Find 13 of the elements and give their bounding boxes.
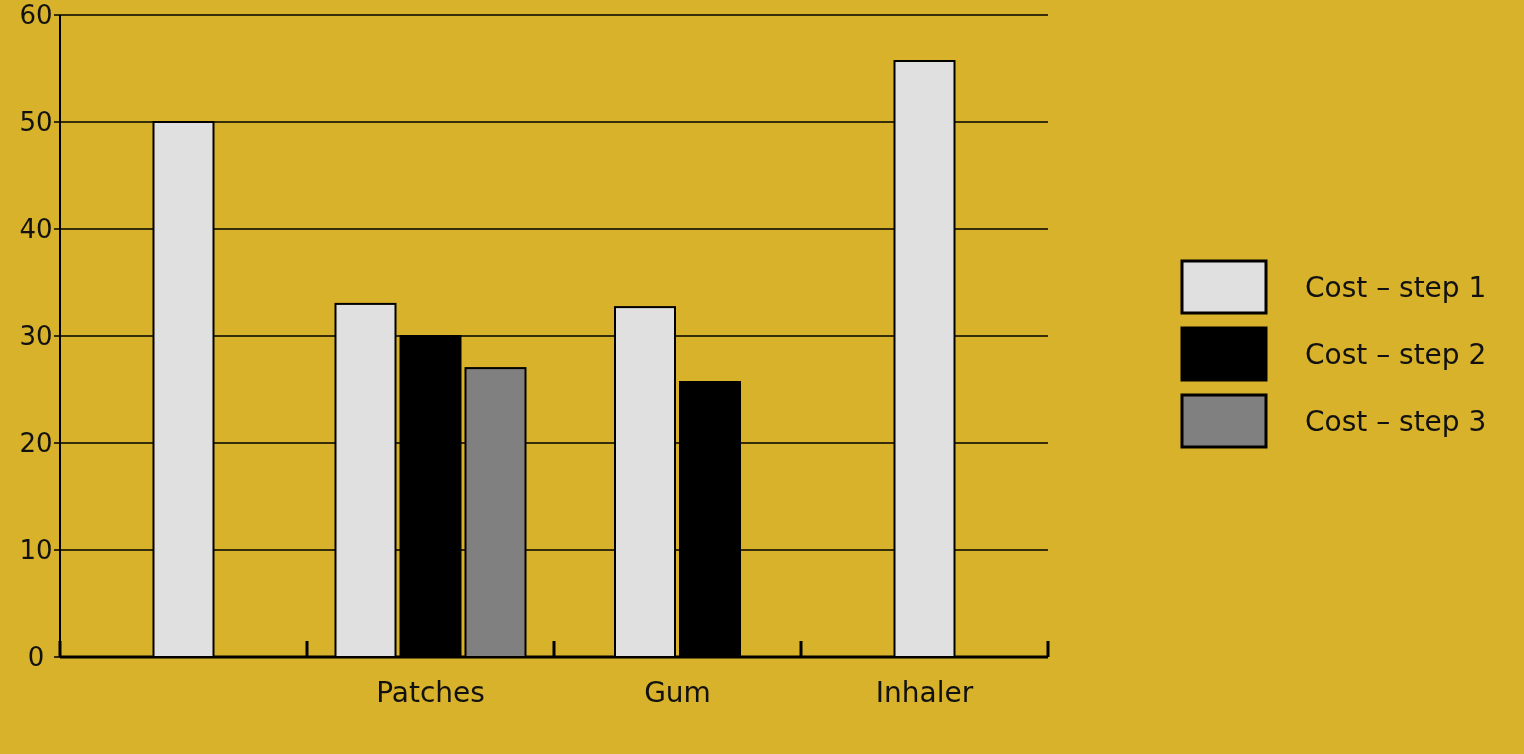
x-tick-label: Patches bbox=[376, 676, 485, 709]
x-tick-label: Gum bbox=[644, 676, 711, 709]
y-tick-label: 30 bbox=[19, 321, 53, 352]
legend-label: Cost – step 1 bbox=[1305, 270, 1487, 304]
legend-label: Cost – step 3 bbox=[1305, 404, 1487, 438]
legend-label: Cost – step 2 bbox=[1305, 337, 1487, 371]
x-tick-label: Inhaler bbox=[875, 676, 974, 709]
y-tick-label: 40 bbox=[19, 214, 53, 245]
y-tick-label: 0 bbox=[27, 642, 45, 673]
y-tick-label: 50 bbox=[19, 107, 53, 138]
y-tick-label: 10 bbox=[19, 535, 53, 566]
y-tick-label: 20 bbox=[19, 428, 53, 459]
y-tick-label: 60 bbox=[19, 0, 53, 31]
